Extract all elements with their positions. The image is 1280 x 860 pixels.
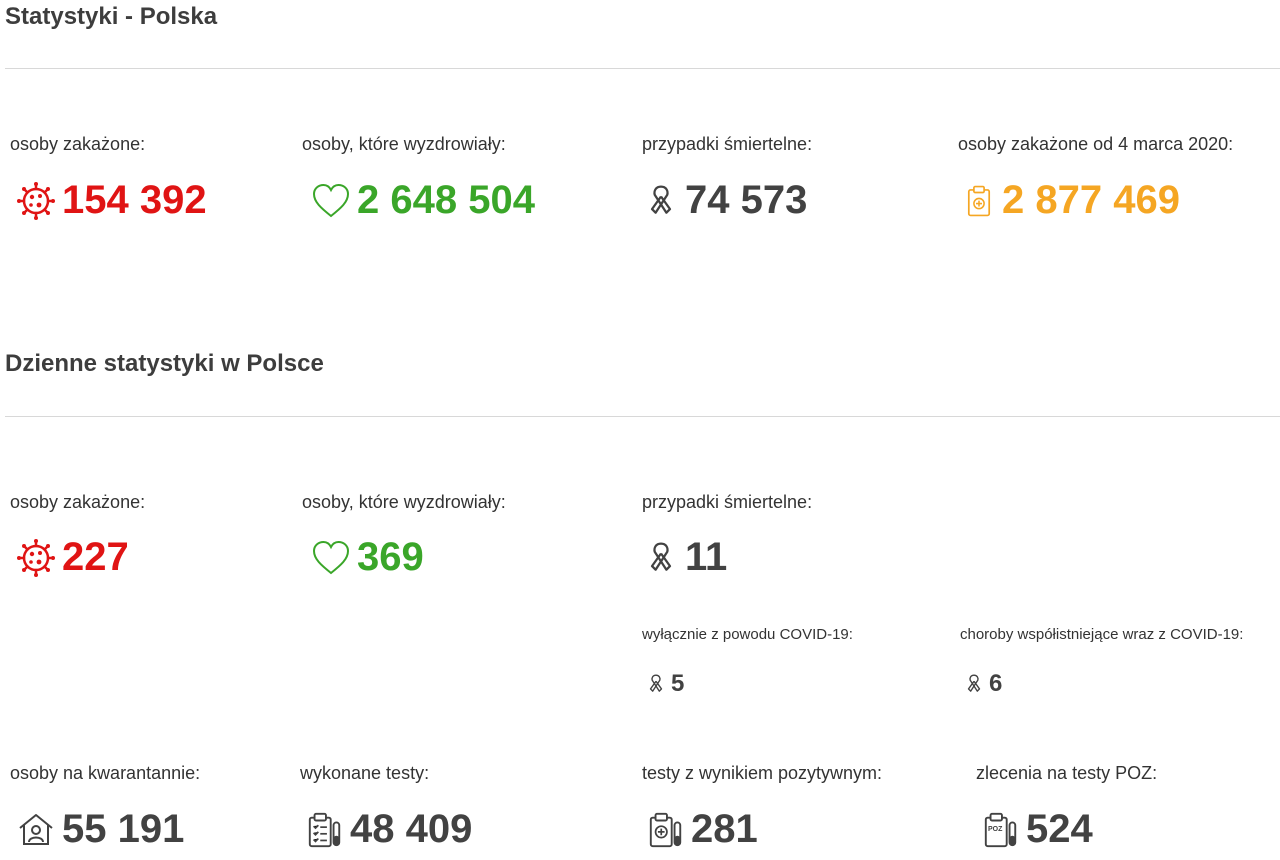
stat-value: 227 (62, 535, 129, 579)
stat-label: choroby współistniejące wraz z COVID-19: (960, 626, 1244, 643)
clipboard-poz-icon: POZ (982, 810, 1020, 850)
stat-total-recovered: osoby, które wyzdrowiały: (302, 134, 506, 155)
stat-label: wyłącznie z powodu COVID-19: (642, 626, 853, 643)
stat-deaths-covid-only-value: 5 (645, 670, 684, 698)
ribbon-icon (643, 538, 679, 578)
ribbon-icon (963, 671, 985, 697)
virus-icon (16, 181, 56, 221)
stat-value: 2 648 504 (357, 178, 535, 222)
stat-daily-deaths-value: 11 (643, 535, 727, 580)
stat-value: 154 392 (62, 178, 207, 222)
stat-deaths-covid-only: wyłącznie z powodu COVID-19: (642, 626, 853, 643)
clipboard-positive-icon (647, 810, 685, 850)
house-person-icon (16, 810, 56, 850)
heart-icon (311, 181, 351, 221)
stat-value: 5 (671, 670, 685, 697)
stat-value: 6 (989, 670, 1003, 697)
stat-quarantine: osoby na kwarantannie: (10, 763, 200, 784)
stat-quarantine-value: 55 191 (16, 807, 184, 852)
stat-value: 11 (685, 535, 728, 579)
stat-label: osoby, które wyzdrowiały: (302, 134, 506, 154)
stat-total-infected: osoby zakażone: (10, 134, 145, 155)
stat-label: osoby zakażone: (10, 134, 146, 154)
stat-label: osoby, które wyzdrowiały: (302, 492, 506, 512)
stat-deaths-comorbid: choroby współistniejące wraz z COVID-19: (960, 626, 1280, 643)
stat-total-deaths-value: 74 573 (643, 178, 807, 223)
stat-label: testy z wynikiem pozytywnym: (642, 763, 883, 783)
poz-icon-text: POZ (988, 825, 1003, 833)
stat-value: 55 191 (62, 807, 185, 851)
clipboard-plus-icon (962, 181, 996, 221)
divider (5, 416, 1280, 417)
stat-daily-deaths: przypadki śmiertelne: (642, 492, 812, 513)
ribbon-icon (645, 671, 667, 697)
stat-value: 369 (357, 535, 424, 579)
section-title-daily: Dzienne statystyki w Polsce (5, 350, 324, 377)
stat-daily-infected-value: 227 (16, 535, 129, 580)
stat-label: przypadki śmiertelne: (642, 134, 813, 154)
virus-icon (16, 538, 56, 578)
stat-positive-tests: testy z wynikiem pozytywnym: (642, 763, 882, 784)
stat-value: 48 409 (350, 807, 473, 851)
stat-total-infected-value: 154 392 (16, 178, 207, 223)
stat-label: przypadki śmiertelne: (642, 492, 813, 512)
stat-daily-infected: osoby zakażone: (10, 492, 145, 513)
stat-total-recovered-value: 2 648 504 (311, 178, 535, 223)
heart-icon (311, 538, 351, 578)
clipboard-test-icon (306, 810, 344, 850)
stat-total-deaths: przypadki śmiertelne: (642, 134, 812, 155)
stat-daily-recovered-value: 369 (311, 535, 424, 580)
stat-tests: wykonane testy: (300, 763, 429, 784)
stat-label: osoby zakażone od 4 marca 2020: (958, 134, 1234, 154)
stat-tests-value: 48 409 (306, 807, 472, 852)
stat-value: 74 573 (685, 178, 808, 222)
stat-daily-recovered: osoby, które wyzdrowiały: (302, 492, 506, 513)
stat-deaths-comorbid-value: 6 (963, 670, 1002, 698)
stat-total-since-march: osoby zakażone od 4 marca 2020: (958, 134, 1280, 155)
stat-total-since-march-value: 2 877 469 (962, 178, 1180, 223)
stat-label: osoby zakażone: (10, 492, 146, 512)
stat-poz-orders: zlecenia na testy POZ: (976, 763, 1157, 784)
stat-value: 281 (691, 807, 758, 851)
ribbon-icon (643, 181, 679, 221)
divider (5, 68, 1280, 69)
stat-positive-tests-value: 281 (647, 807, 758, 852)
section-title-total: Statystyki - Polska (5, 3, 218, 30)
stat-label: zlecenia na testy POZ: (976, 763, 1158, 783)
stat-value: 524 (1026, 807, 1093, 851)
stat-label: osoby na kwarantannie: (10, 763, 201, 783)
stat-value: 2 877 469 (1002, 178, 1180, 222)
stat-poz-orders-value: POZ 524 (982, 807, 1093, 852)
stat-label: wykonane testy: (300, 763, 430, 783)
